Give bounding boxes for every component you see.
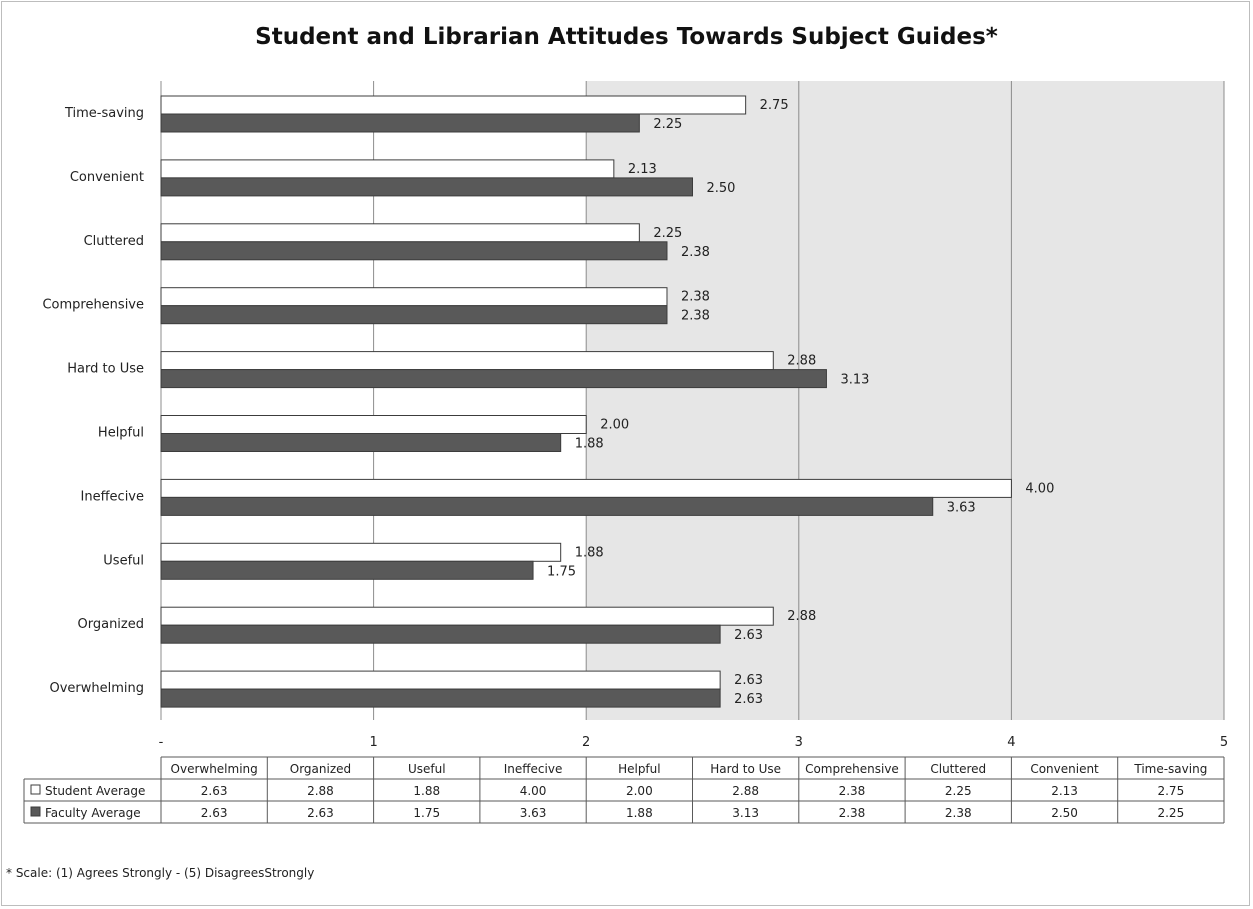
table-value-cell: 1.75 (413, 806, 440, 820)
table-value-cell: 2.38 (839, 784, 866, 798)
table-header-cell: Ineffecive (504, 762, 563, 776)
student-bar (160, 95, 747, 115)
faculty-data-label: 2.50 (707, 181, 736, 196)
faculty-data-label: 1.88 (575, 437, 604, 452)
student-data-label: 2.25 (653, 226, 682, 241)
student-data-label: 4.00 (1025, 481, 1054, 496)
table-value-cell: 2.63 (201, 806, 228, 820)
x-tick-label: 2 (582, 735, 590, 750)
category-label: Useful (103, 553, 144, 568)
student-data-label: 2.13 (628, 162, 657, 177)
student-bar (160, 351, 774, 371)
faculty-data-label: 2.38 (681, 309, 710, 324)
faculty-data-label: 2.63 (734, 692, 763, 707)
x-tick-label: 4 (1007, 735, 1015, 750)
student-bar (160, 670, 721, 690)
table-header-cell: Helpful (618, 762, 661, 776)
table-value-cell: 2.88 (732, 784, 759, 798)
student-legend-label: Student Average (45, 784, 145, 798)
student-data-label: 2.63 (734, 673, 763, 688)
table-value-cell: 3.13 (732, 806, 759, 820)
student-bar (160, 287, 668, 307)
faculty-data-label: 2.25 (653, 117, 682, 132)
category-label: Comprehensive (42, 298, 144, 313)
faculty-bar (160, 241, 668, 261)
category-label: Organized (78, 617, 145, 632)
student-data-label: 2.00 (600, 418, 629, 433)
table-value-cell: 3.63 (520, 806, 547, 820)
table-header-cell: Cluttered (930, 762, 986, 776)
student-bar (160, 542, 562, 562)
faculty-bar (160, 113, 640, 133)
student-bar (160, 415, 587, 434)
table-header-cell: Time-saving (1133, 762, 1207, 776)
student-data-label: 2.75 (760, 98, 789, 113)
faculty-bar (160, 496, 934, 516)
table-value-cell: 2.38 (839, 806, 866, 820)
category-label: Helpful (98, 425, 144, 440)
faculty-data-label: 3.13 (840, 373, 869, 388)
faculty-legend-label: Faculty Average (45, 806, 141, 820)
faculty-data-label: 2.38 (681, 245, 710, 260)
student-data-label: 2.88 (787, 354, 816, 369)
student-legend-swatch (30, 784, 41, 795)
student-bar (160, 606, 774, 626)
table-value-cell: 2.88 (307, 784, 334, 798)
table-header-cell: Comprehensive (805, 762, 899, 776)
x-tick-label: 1 (369, 735, 377, 750)
faculty-bar (160, 369, 827, 389)
faculty-bar (160, 560, 534, 580)
student-data-label: 2.38 (681, 290, 710, 305)
student-bar (160, 478, 1012, 498)
table-value-cell: 1.88 (413, 784, 440, 798)
faculty-data-label: 1.75 (547, 564, 576, 579)
category-label: Overwhelming (49, 681, 144, 696)
chart-title: Student and Librarian Attitudes Towards … (255, 24, 998, 50)
table-value-cell: 2.75 (1157, 784, 1184, 798)
table-header-cell: Hard to Use (710, 762, 781, 776)
faculty-bar (160, 624, 721, 644)
category-label: Cluttered (84, 234, 144, 249)
table-value-cell: 4.00 (520, 784, 547, 798)
table-header-cell: Convenient (1030, 762, 1099, 776)
x-tick-label: 3 (795, 735, 803, 750)
student-bar (160, 223, 640, 243)
student-bar (160, 159, 615, 179)
table-header-cell: Useful (408, 762, 446, 776)
table-value-cell: 2.13 (1051, 784, 1078, 798)
table-value-cell: 2.25 (1157, 806, 1184, 820)
table-value-cell: 2.63 (307, 806, 334, 820)
x-tick-label: 5 (1220, 735, 1228, 750)
table-value-cell: 2.50 (1051, 806, 1078, 820)
table-header-cell: Overwhelming (171, 762, 258, 776)
category-label: Convenient (70, 170, 144, 185)
table-value-cell: 2.63 (201, 784, 228, 798)
faculty-bar (160, 305, 668, 325)
table-value-cell: 2.00 (626, 784, 653, 798)
student-data-label: 2.88 (787, 609, 816, 624)
faculty-bar (160, 177, 693, 197)
table-value-cell: 2.25 (945, 784, 972, 798)
faculty-bar (160, 433, 562, 452)
student-data-label: 1.88 (575, 545, 604, 560)
scale-footnote: * Scale: (1) Agrees Strongly - (5) Disag… (6, 866, 315, 880)
table-header-cell: Organized (290, 762, 351, 776)
category-label: Hard to Use (67, 362, 144, 377)
faculty-bar (160, 688, 721, 708)
category-label: Ineffecive (81, 489, 144, 504)
faculty-legend-swatch (30, 806, 41, 817)
faculty-data-label: 3.63 (947, 500, 976, 515)
table-value-cell: 1.88 (626, 806, 653, 820)
x-tick-label: - (159, 735, 164, 750)
faculty-data-label: 2.63 (734, 628, 763, 643)
category-label: Time-saving (64, 106, 144, 121)
table-value-cell: 2.38 (945, 806, 972, 820)
